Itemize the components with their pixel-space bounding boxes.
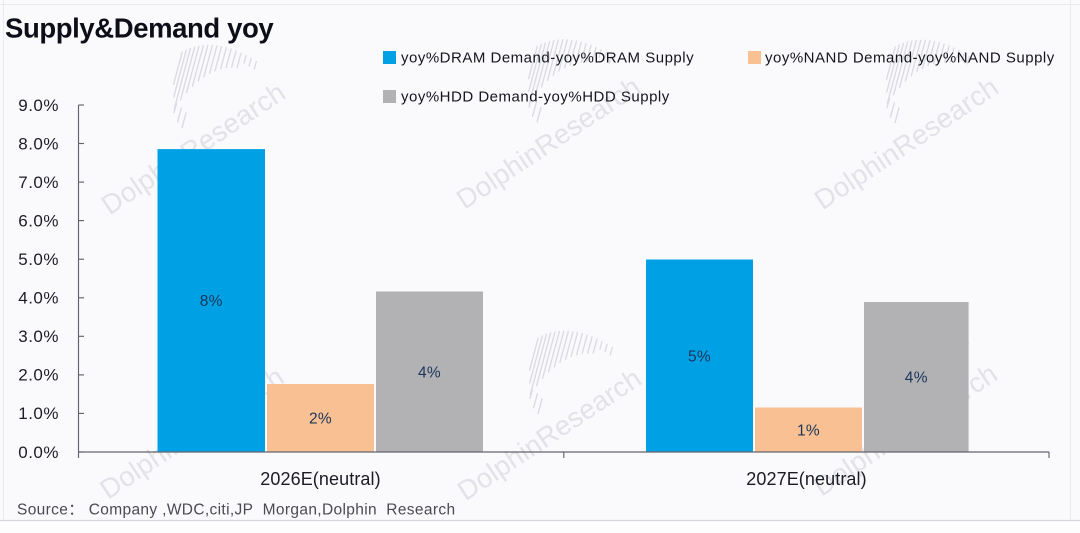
svg-text:8%: 8% bbox=[200, 293, 223, 310]
svg-text:yoy%HDD Demand-yoy%HDD Supply: yoy%HDD Demand-yoy%HDD Supply bbox=[401, 89, 670, 106]
svg-text:Supply&Demand yoy: Supply&Demand yoy bbox=[5, 13, 274, 44]
svg-text:0.0%: 0.0% bbox=[18, 443, 59, 462]
svg-text:Source： Company ,WDC,citi,JP: Source： Company ,WDC,citi,JP Morgan,Dolp… bbox=[17, 502, 455, 519]
svg-text:9.0%: 9.0% bbox=[18, 96, 59, 115]
svg-text:1.0%: 1.0% bbox=[18, 404, 59, 423]
svg-text:5%: 5% bbox=[688, 348, 711, 365]
svg-text:8.0%: 8.0% bbox=[18, 134, 59, 153]
svg-text:4%: 4% bbox=[905, 370, 928, 387]
svg-text:2027E(neutral): 2027E(neutral) bbox=[746, 469, 866, 489]
svg-text:4.0%: 4.0% bbox=[18, 289, 59, 308]
svg-text:5.0%: 5.0% bbox=[18, 250, 59, 269]
svg-text:yoy%DRAM Demand-yoy%DRAM Suppl: yoy%DRAM Demand-yoy%DRAM Supply bbox=[401, 50, 694, 67]
svg-text:7.0%: 7.0% bbox=[18, 173, 59, 192]
svg-text:yoy%NAND Demand-yoy%NAND Suppl: yoy%NAND Demand-yoy%NAND Supply bbox=[765, 50, 1055, 67]
svg-text:2%: 2% bbox=[309, 411, 332, 428]
svg-text:1%: 1% bbox=[797, 422, 820, 439]
svg-text:3.0%: 3.0% bbox=[18, 327, 59, 346]
svg-text:4%: 4% bbox=[418, 364, 441, 381]
svg-text:2.0%: 2.0% bbox=[18, 366, 59, 385]
svg-text:6.0%: 6.0% bbox=[18, 211, 59, 230]
svg-text:2026E(neutral): 2026E(neutral) bbox=[260, 469, 380, 489]
